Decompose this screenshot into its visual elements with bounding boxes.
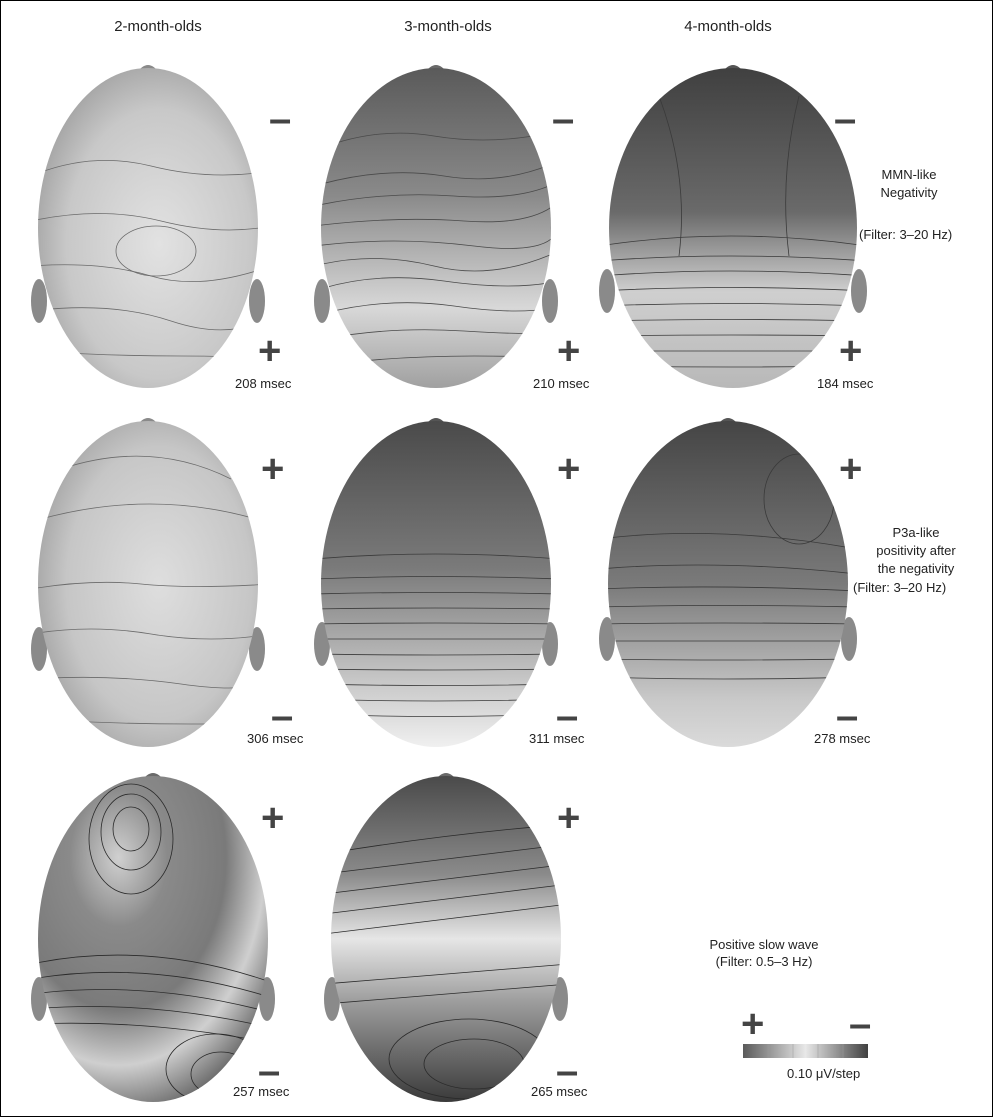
sign-plus: + [557, 796, 581, 840]
row-label-p3a: P3a-like positivity after the negativity [851, 524, 981, 578]
sign-minus: – [836, 694, 859, 738]
latency-label: 278 msec [814, 731, 871, 746]
latency-label: 306 msec [247, 731, 304, 746]
row-label-line: Negativity [880, 185, 938, 200]
latency-label: 210 msec [533, 376, 590, 391]
scalp-map-3mo-slow-wave [324, 773, 568, 1102]
row-label-line: positivity after [876, 543, 956, 558]
sign-minus: – [834, 97, 857, 141]
legend-minus: – [849, 1002, 872, 1046]
scalp-map-4mo-p3a [599, 418, 857, 747]
scalp-map-2mo-mmn [31, 65, 265, 388]
sign-minus: – [552, 97, 575, 141]
sign-minus: – [271, 694, 294, 738]
column-title-4-month: 4-month-olds [684, 18, 772, 35]
scalp-map-3mo-p3a [314, 418, 558, 747]
sign-plus: + [839, 329, 863, 373]
latency-label: 184 msec [817, 376, 874, 391]
row-label-line: the negativity [877, 561, 955, 576]
filter-label: (Filter: 3–20 Hz) [853, 580, 947, 595]
sign-minus: – [556, 1049, 579, 1093]
sign-plus: + [557, 447, 581, 491]
row-label-mmn: MMN-like Negativity [859, 166, 959, 202]
scalp-map-3mo-mmn [314, 65, 558, 388]
latency-label: 265 msec [531, 1084, 588, 1099]
sign-plus: + [261, 447, 285, 491]
row-label-line: P3a-like [892, 525, 940, 540]
sign-minus: – [269, 97, 292, 141]
legend-scale-label: 0.10 μV/step [787, 1066, 861, 1081]
sign-plus: + [261, 796, 285, 840]
scalp-map-4mo-mmn [599, 65, 867, 388]
filter-label: (Filter: 3–20 Hz) [859, 227, 953, 242]
row-label-slow-wave: Positive slow wave [689, 936, 839, 954]
sign-plus: + [557, 329, 581, 373]
row-label-line: MMN-like [881, 167, 937, 182]
scalp-map-2mo-slow-wave [31, 773, 275, 1102]
column-title-3-month: 3-month-olds [404, 18, 492, 35]
sign-plus: + [258, 329, 282, 373]
latency-label: 208 msec [235, 376, 292, 391]
latency-label: 257 msec [233, 1084, 290, 1099]
latency-label: 311 msec [529, 731, 585, 746]
column-title-2-month: 2-month-olds [114, 18, 202, 35]
filter-label: (Filter: 0.5–3 Hz) [715, 954, 813, 969]
row-label-line: Positive slow wave [709, 937, 819, 952]
scalp-map-2mo-p3a [31, 418, 265, 747]
legend-plus: + [741, 1002, 765, 1046]
sign-minus: – [556, 694, 579, 738]
legend-colorbar [743, 1044, 868, 1058]
sign-minus: – [258, 1049, 281, 1093]
sign-plus: + [839, 447, 863, 491]
